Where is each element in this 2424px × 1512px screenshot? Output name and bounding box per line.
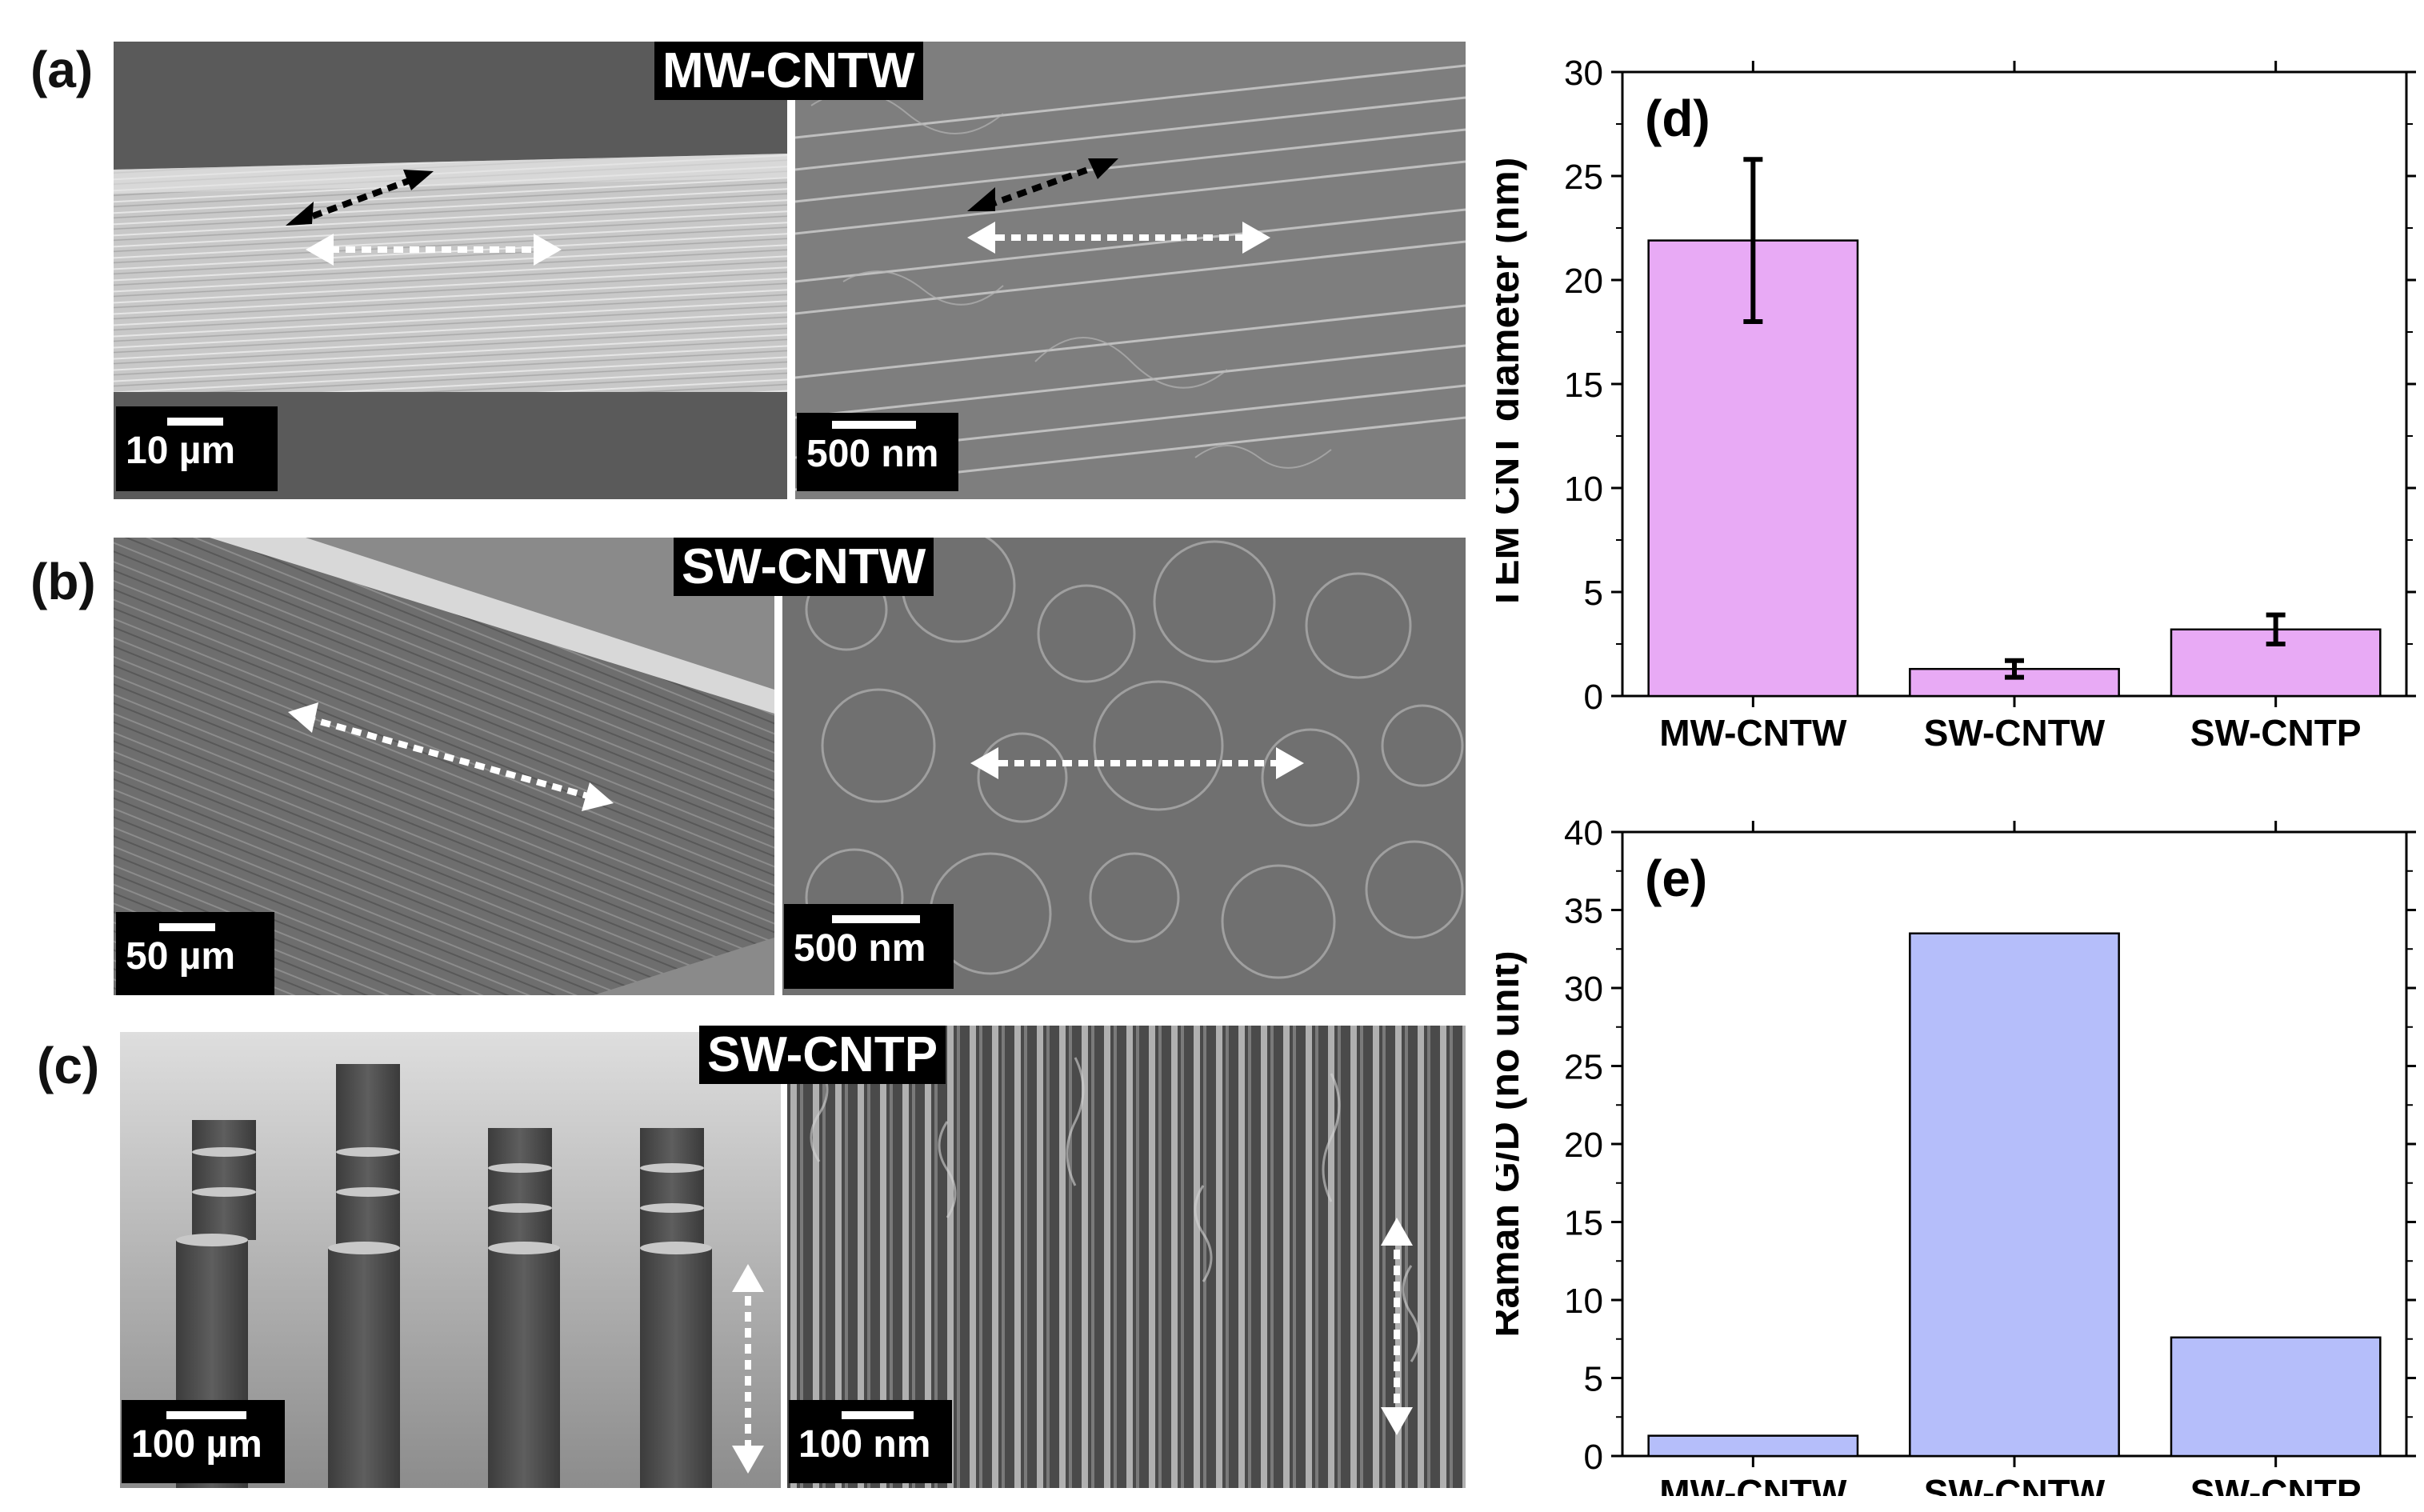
bar-sw-cntp <box>2170 1336 2382 1458</box>
y-tick-label: 30 <box>1564 970 1603 1009</box>
sem-image-b-low-mag <box>114 538 774 995</box>
panel-label: (d) <box>1645 90 1710 147</box>
scale-bar-c-left: 100 µm <box>122 1400 285 1483</box>
sample-label-a: MW-CNTW <box>654 42 923 101</box>
y-tick-label: 20 <box>1564 1126 1603 1165</box>
y-tick-label: 25 <box>1564 1048 1603 1087</box>
y-axis-label: Raman G/D (no unit) <box>1496 950 1527 1337</box>
x-tick-label: MW-CNTW <box>1659 712 1847 752</box>
y-tick-label: 30 <box>1564 54 1603 93</box>
y-axis-label: TEM CNT diameter (nm) <box>1496 158 1527 611</box>
chart-d-tem-diameter: 0 5 10 15 20 25 30 MW-CNTW SW-CNTW SW-CNTP (d) TEM … <box>1496 54 2416 752</box>
y-tick-label: 0 <box>1584 678 1603 717</box>
y-tick-label: 20 <box>1564 262 1603 301</box>
y-tick-label: 40 <box>1564 814 1603 853</box>
x-tick-label: SW-CNTW <box>1924 1472 2106 1496</box>
y-tick-label: 0 <box>1584 1438 1603 1477</box>
x-tick-label: SW-CNTW <box>1924 712 2106 752</box>
scale-bar-a-right: 500 nm <box>797 413 958 491</box>
y-tick-label: 15 <box>1564 366 1603 405</box>
x-tick-label: SW-CNTP <box>2190 1472 2362 1496</box>
scale-bar-b-left: 50 µm <box>116 912 274 995</box>
bar-sw-cntw <box>1909 932 2120 1458</box>
panel-letter-c: (c) <box>37 1037 100 1094</box>
scale-bar-c-right: 100 nm <box>789 1400 952 1483</box>
y-tick-label: 10 <box>1564 470 1603 509</box>
panel-label: (e) <box>1645 850 1707 907</box>
x-tick-label: SW-CNTP <box>2190 712 2362 752</box>
scale-bar-a-left: 10 µm <box>116 406 278 491</box>
panel-letter-a: (a) <box>30 41 94 98</box>
scale-bar-b-right: 500 nm <box>784 904 954 989</box>
y-tick-label: 15 <box>1564 1204 1603 1243</box>
y-tick-label: 5 <box>1584 1360 1603 1399</box>
y-tick-label: 35 <box>1564 892 1603 931</box>
chart-e-raman-gd: 0 5 10 15 20 25 30 35 40 MW-CNTW SW-CNTW SW-CNTP (e)… <box>1496 814 2416 1496</box>
y-tick-label: 5 <box>1584 574 1603 613</box>
panel-letter-b: (b) <box>30 553 96 610</box>
y-tick-label: 10 <box>1564 1282 1603 1321</box>
bar-mw-cntw <box>1647 1434 1859 1458</box>
sample-label-b: SW-CNTW <box>674 538 934 597</box>
x-tick-label: MW-CNTW <box>1659 1472 1847 1496</box>
y-tick-label: 25 <box>1564 158 1603 197</box>
sample-label-c: SW-CNTP <box>699 1026 946 1085</box>
